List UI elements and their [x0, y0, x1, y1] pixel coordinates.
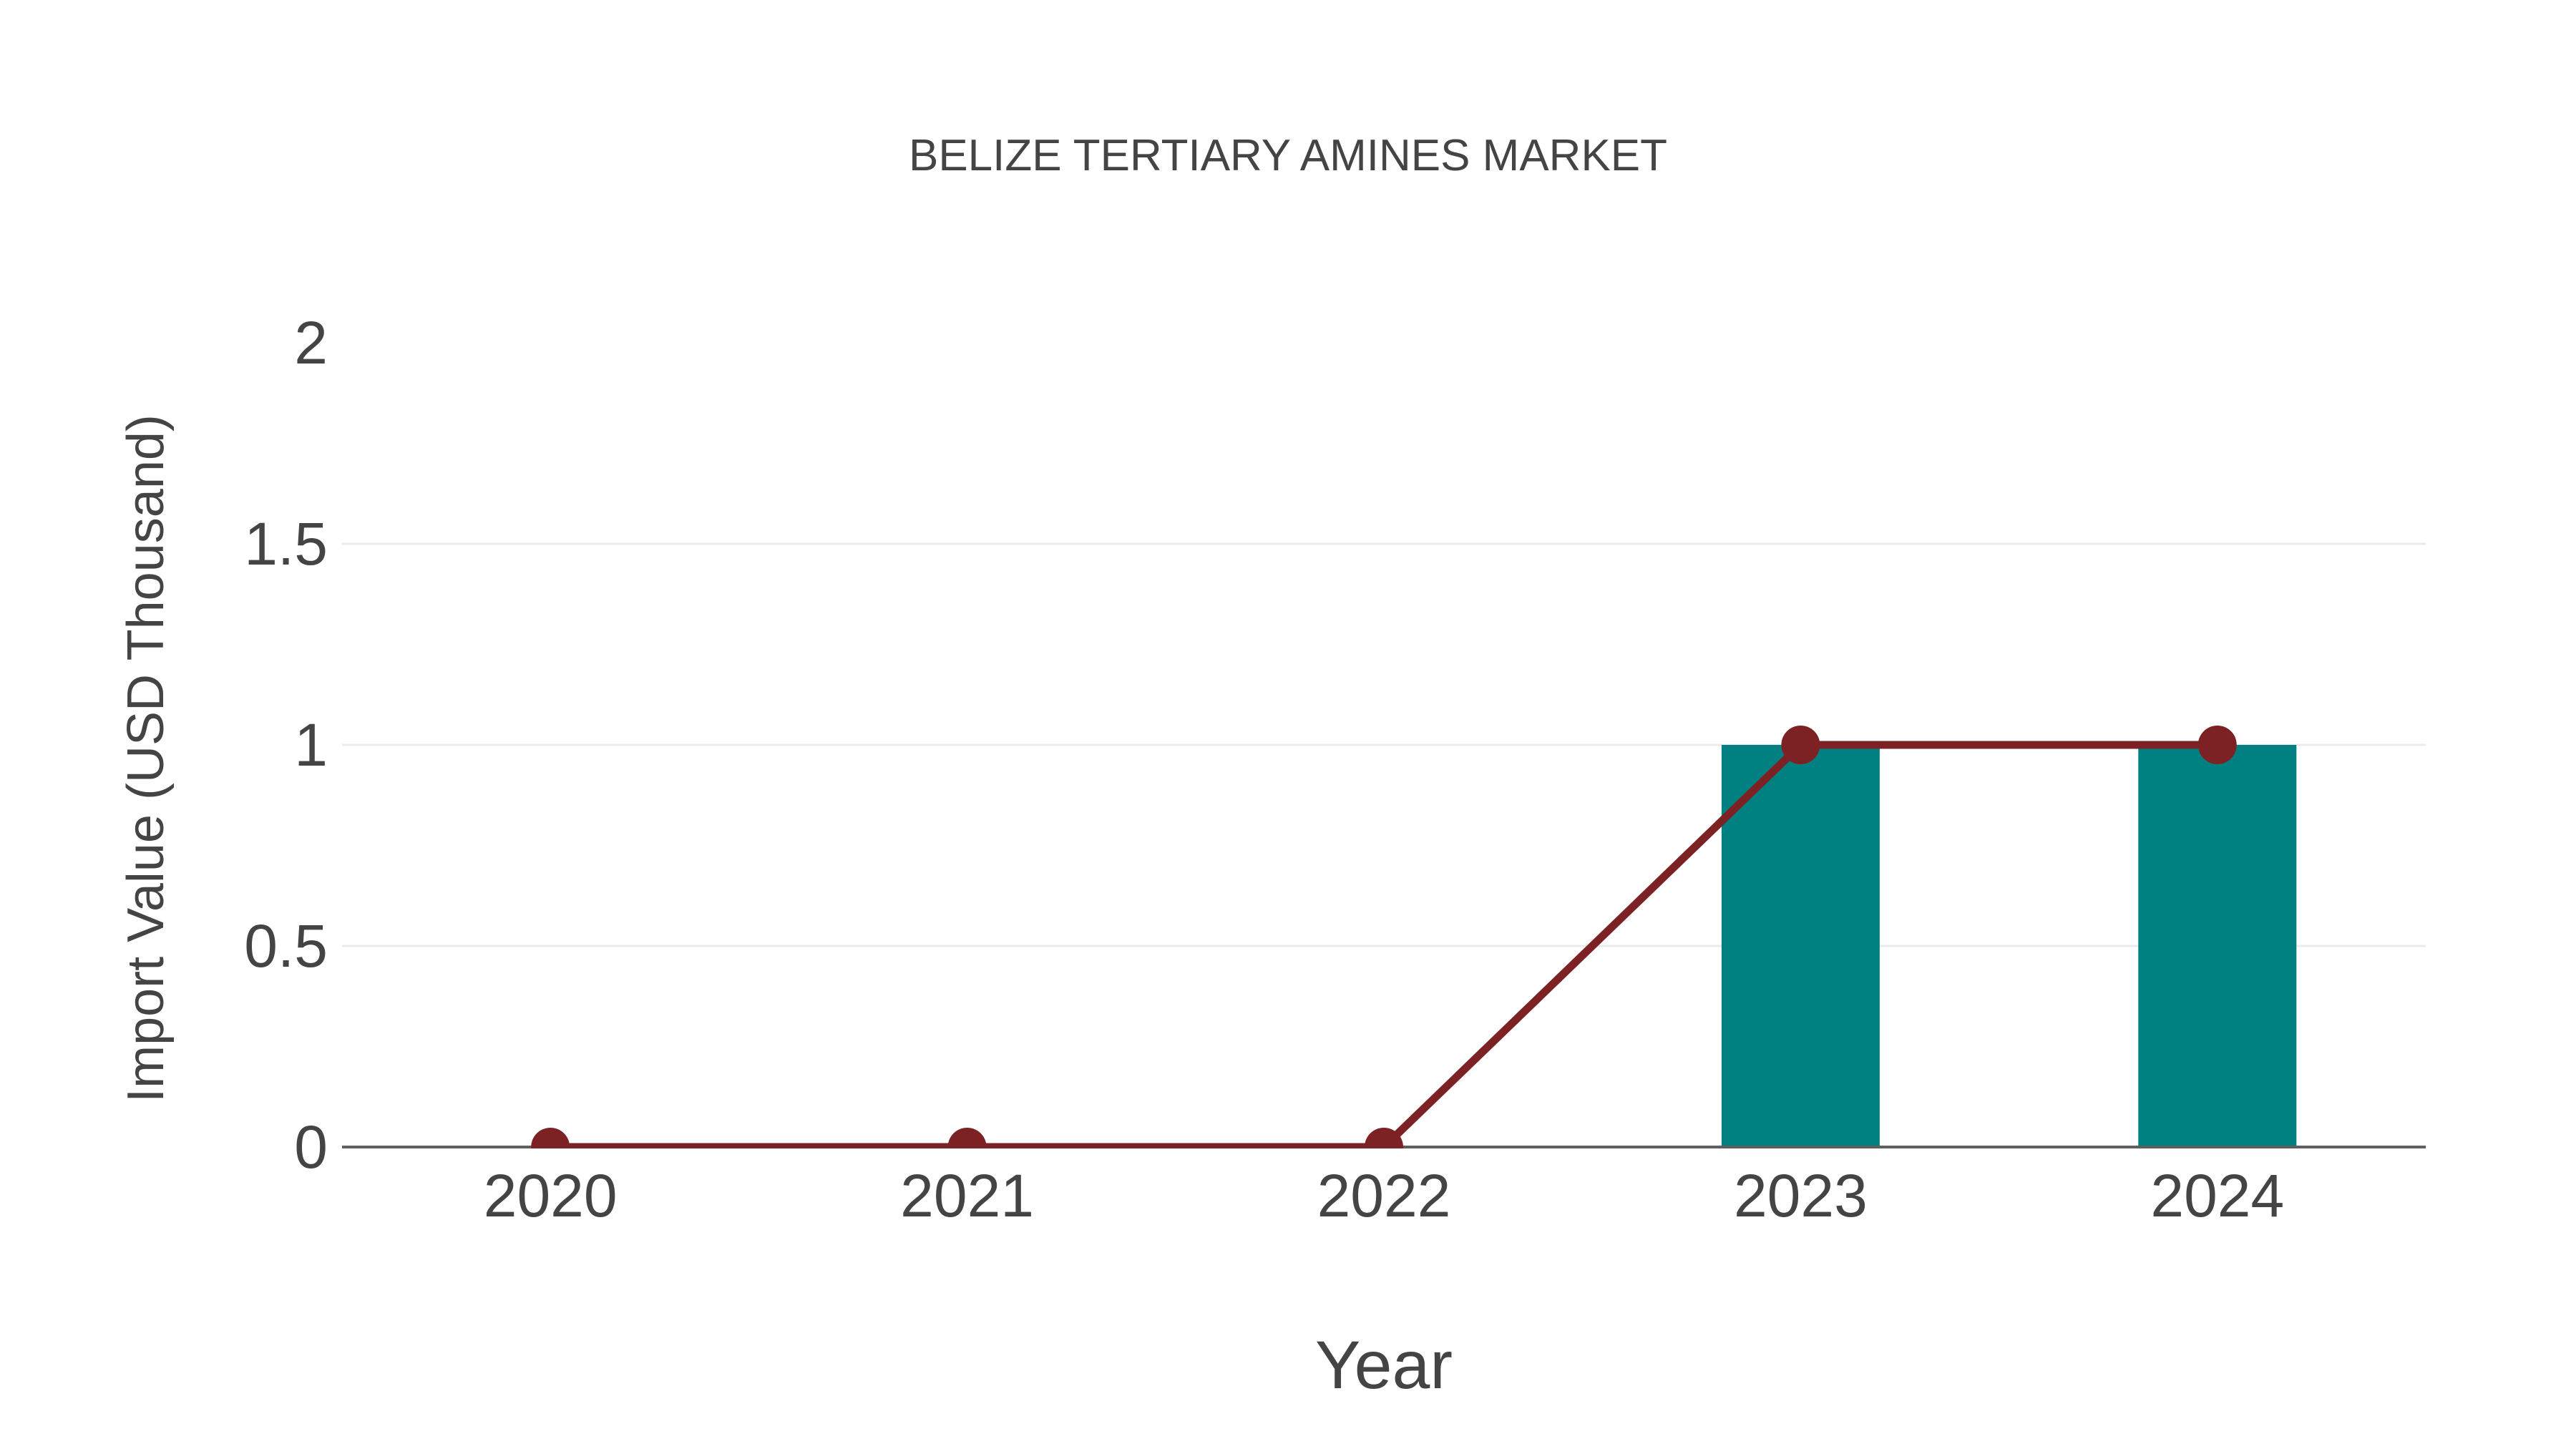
y-tick-label: 0.5 [244, 912, 328, 980]
y-tick-label: 1 [294, 711, 328, 779]
x-tick-labels: 2020 2021 2022 2023 2024 [484, 1162, 2284, 1229]
line-marker [1781, 726, 1820, 764]
y-tick-labels: 0 0.5 1 1.5 2 [244, 309, 328, 1181]
chart-title: BELIZE TERTIARY AMINES MARKET [909, 131, 1667, 180]
x-tick-label: 2022 [1317, 1162, 1451, 1229]
y-tick-label: 1.5 [244, 510, 328, 577]
bar [1721, 745, 1880, 1147]
x-tick-label: 2023 [1734, 1162, 1868, 1229]
bar-series [1721, 745, 2297, 1147]
line-marker [1365, 1128, 1403, 1148]
line-marker [531, 1128, 570, 1148]
line-marker [947, 1128, 987, 1148]
line-series [531, 726, 2237, 1148]
y-tick-label: 0 [294, 1113, 328, 1181]
x-tick-label: 2024 [2150, 1162, 2284, 1229]
x-axis-title: Year [1315, 1327, 1453, 1403]
x-tick-label: 2020 [484, 1162, 618, 1229]
y-tick-label: 2 [294, 309, 328, 376]
y-axis-title: Import Value (USD Thousand) [117, 414, 175, 1103]
x-tick-label: 2021 [900, 1162, 1034, 1229]
bar [2138, 745, 2297, 1147]
line-marker [2197, 726, 2237, 764]
